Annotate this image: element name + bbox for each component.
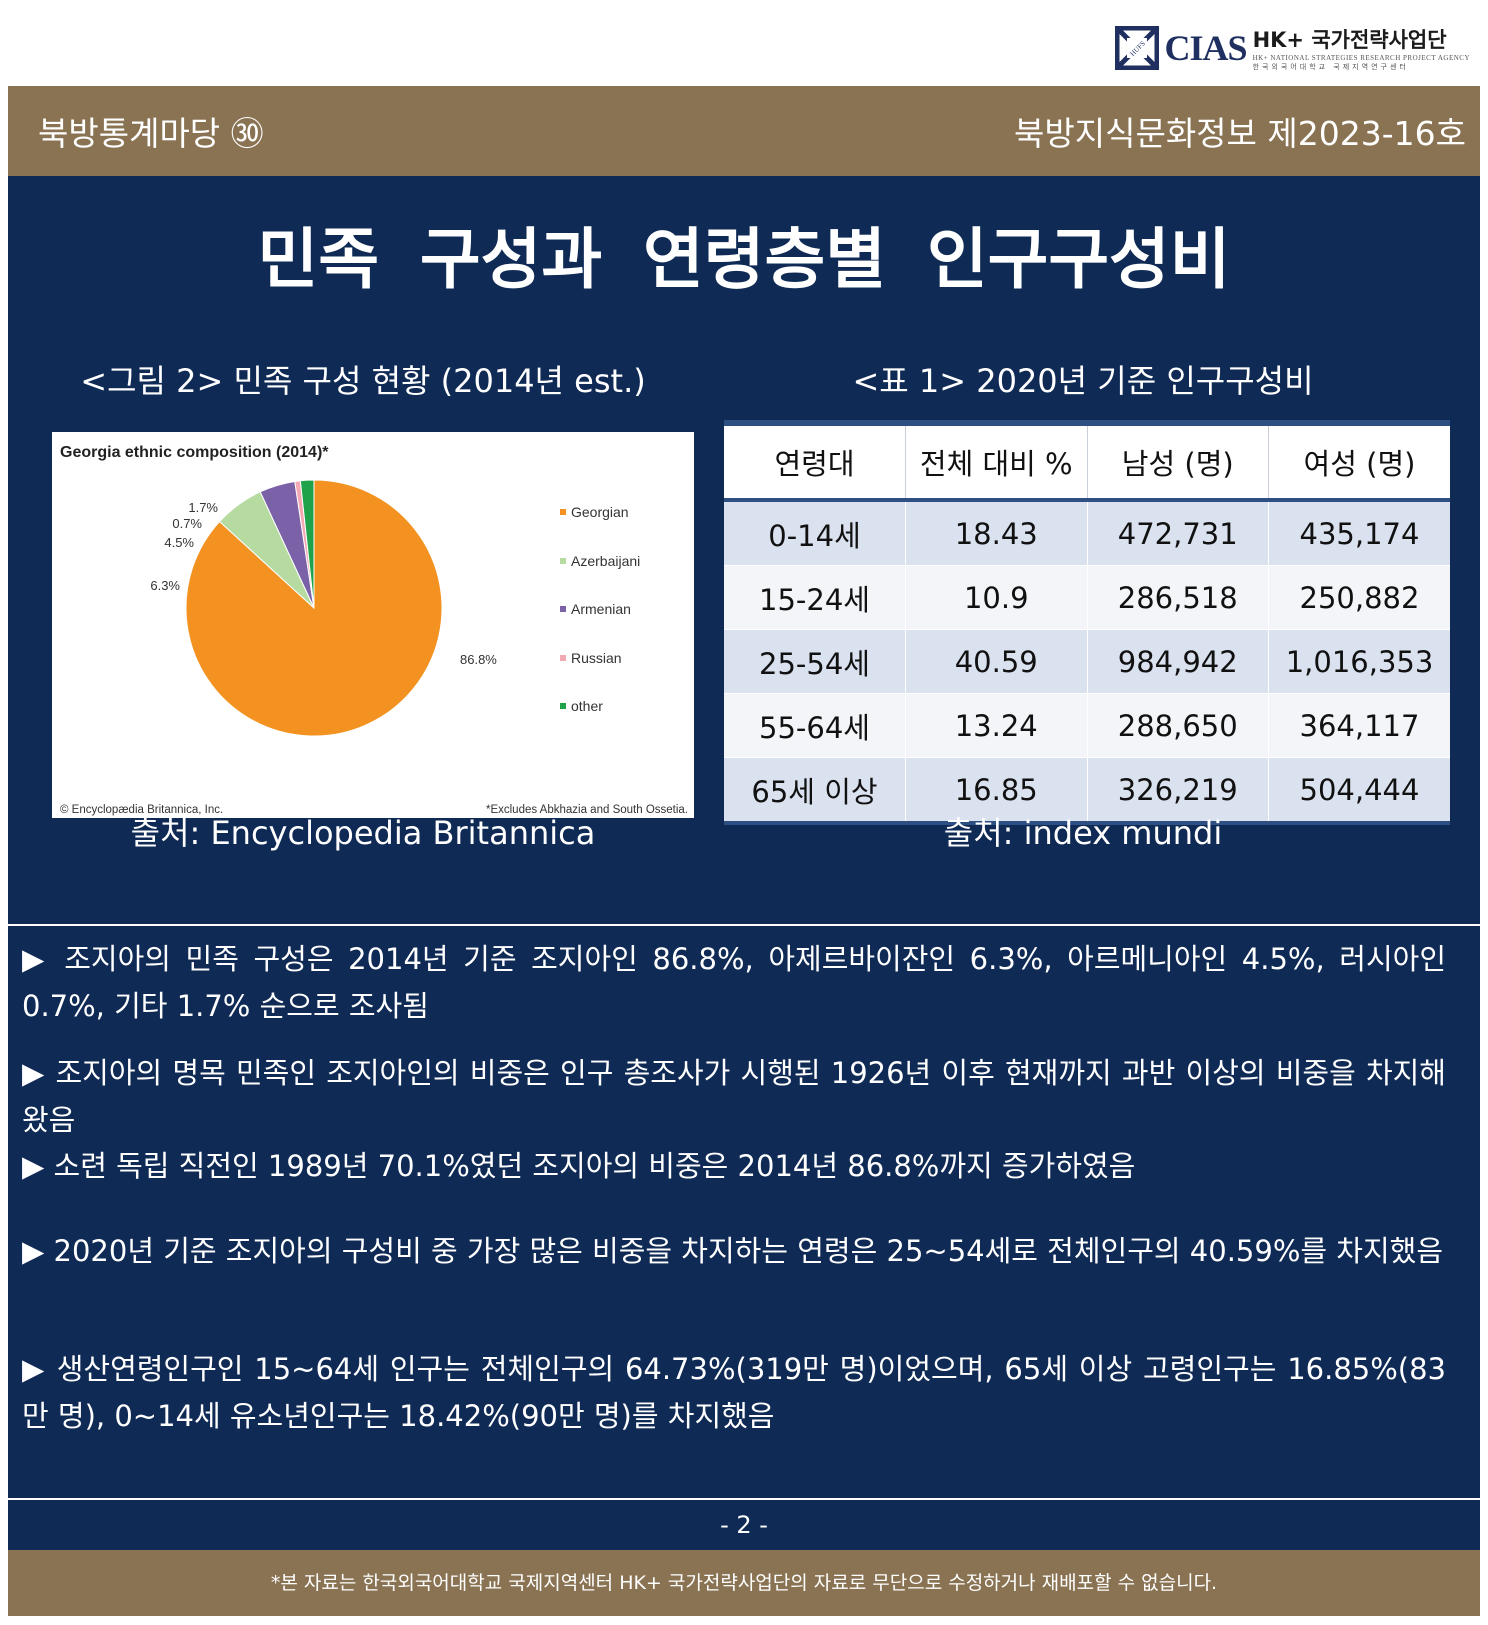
pie-slice-other — [299, 479, 315, 609]
table-cell: 286,518 — [1086, 565, 1269, 630]
pie-data-label: 1.7% — [188, 500, 218, 515]
pie-data-label: 4.5% — [164, 535, 194, 550]
cias-logo: HUFS CIAS HK+ 국가전략사업단 HK+ NATIONAL STRAT… — [1114, 22, 1470, 74]
page-number: - 2 - — [8, 1500, 1480, 1550]
summary-bullets: ▶ 조지아의 민족 구성은 2014년 기준 조지아인 86.8%, 아제르바이… — [8, 926, 1480, 1498]
legend-item: Georgian — [560, 504, 640, 553]
table-cell: 10.9 — [905, 565, 1087, 630]
table-cell: 0-14세 — [724, 500, 906, 566]
main-section: 민족 구성과 연령층별 인구구성비 <그림 2> 민족 구성 현황 (2014년… — [8, 176, 1480, 924]
table-source: 출처: index mundi — [943, 814, 1223, 852]
logo-name: CIAS — [1164, 28, 1248, 68]
bullet-item: ▶ 생산연령인구인 15~64세 인구는 전체인구의 64.73%(319만 명… — [22, 1352, 1446, 1433]
legend-item: Russian — [560, 650, 640, 699]
table-cell: 18.43 — [905, 500, 1087, 566]
legend-label: other — [571, 698, 603, 714]
table-cell: 472,731 — [1086, 500, 1269, 566]
bullet-item: ▶ 소련 독립 직전인 1989년 70.1%였던 조지아의 비중은 2014년… — [22, 1149, 1136, 1183]
pie-data-label: 86.8% — [460, 652, 497, 667]
table-cell: 326,219 — [1086, 757, 1269, 825]
table-cell: 16.85 — [905, 757, 1087, 825]
table-header-cell: 연령대 — [724, 420, 906, 502]
table-header-cell: 전체 대비 % — [905, 420, 1087, 502]
logo-sub-korean: 한국외국어대학교 국제지역연구센터 — [1252, 63, 1409, 71]
figure-source: 출처: Encyclopedia Britannica — [130, 814, 596, 852]
table-row: 0-14세 18.43 472,731 435,174 — [724, 500, 1450, 566]
table-cell: 40.59 — [905, 629, 1087, 694]
issue-label: 북방지식문화정보 제2023-16호 — [1014, 114, 1466, 153]
table-cell: 250,882 — [1268, 565, 1450, 630]
table-cell: 288,650 — [1086, 693, 1269, 758]
bullet-item: ▶ 2020년 기준 조지아의 구성비 중 가장 많은 비중을 차지하는 연령은… — [22, 1234, 1444, 1268]
table-row: 25-54세 40.59 984,942 1,016,353 — [724, 629, 1450, 694]
legend-swatch — [560, 509, 566, 515]
table-cell: 1,016,353 — [1268, 629, 1450, 694]
table-header-cell: 남성 (명) — [1086, 420, 1269, 502]
logo-sub-english: HK+ NATIONAL STRATEGIES RESEARCH PROJECT… — [1252, 54, 1470, 62]
chart-legend: Georgian Azerbaijani Armenian Russian other — [560, 504, 640, 747]
chart-credit: © Encyclopædia Britannica, Inc. — [60, 804, 224, 816]
table-cell: 364,117 — [1268, 693, 1450, 758]
pie-chart: 86.8% 6.3% 4.5% 0.7%1.7% — [150, 479, 497, 737]
logo-hk: HK+ 국가전략사업단 — [1252, 28, 1447, 52]
pie-data-label: 6.3% — [150, 578, 180, 593]
legend-label: Armenian — [571, 601, 631, 617]
table-cell: 55-64세 — [724, 693, 906, 758]
table-cell: 435,174 — [1268, 500, 1450, 566]
bullet-item: ▶ 조지아의 명목 민족인 조지아인의 비중은 인구 총조사가 시행된 1926… — [22, 1056, 1446, 1137]
pie-chart-figure: Georgia ethnic composition (2014)* 86.8%… — [52, 432, 694, 818]
legend-item: Azerbaijani — [560, 553, 640, 602]
table-cell: 13.24 — [905, 693, 1087, 758]
table-cell: 504,444 — [1268, 757, 1450, 825]
table-header-cell: 여성 (명) — [1268, 420, 1450, 502]
chart-title: Georgia ethnic composition (2014)* — [60, 444, 329, 461]
legend-swatch — [560, 654, 566, 661]
page-title: 민족 구성과 연령층별 인구구성비 — [257, 221, 1231, 298]
table-cell: 984,942 — [1086, 629, 1269, 694]
chart-footnote: *Excludes Abkhazia and South Ossetia. — [485, 804, 688, 816]
table-row: 65세 이상 16.85 326,219 504,444 — [724, 757, 1450, 825]
legend-label: Azerbaijani — [571, 552, 641, 569]
legend-label: Georgian — [571, 504, 629, 520]
table-cell: 25-54세 — [724, 629, 906, 694]
figure-caption: <그림 2> 민족 구성 현황 (2014년 est.) — [80, 362, 646, 400]
legend-item: Armenian — [560, 601, 640, 650]
table-row: 15-24세 10.9 286,518 250,882 — [724, 565, 1450, 630]
table-cell: 65세 이상 — [724, 757, 906, 825]
bullet-item: ▶ 조지아의 민족 구성은 2014년 기준 조지아인 86.8%, 아제르바이… — [22, 942, 1446, 1023]
legend-swatch — [560, 557, 566, 564]
table-row: 55-64세 13.24 288,650 364,117 — [724, 693, 1450, 758]
header-bar: 북방통계마당 ㉚ 북방지식문화정보 제2023-16호 — [8, 86, 1480, 176]
table-header-row: 연령대 전체 대비 % 남성 (명) 여성 (명) — [724, 420, 1450, 502]
table-caption: <표 1> 2020년 기준 인구구성비 — [852, 362, 1314, 400]
legend-swatch — [560, 606, 566, 612]
copyright-footer: *본 자료는 한국외국어대학교 국제지역센터 HK+ 국가전략사업단의 자료로 … — [8, 1550, 1480, 1616]
population-table: 연령대 전체 대비 % 남성 (명) 여성 (명) 0-14세 18.43 472,731… — [724, 420, 1450, 825]
legend-label: Russian — [571, 649, 622, 666]
legend-swatch — [560, 703, 566, 709]
table-cell: 15-24세 — [724, 565, 906, 630]
series-label: 북방통계마당 ㉚ — [38, 114, 264, 153]
legend-item: other — [560, 698, 640, 747]
pie-data-label: 0.7% — [172, 516, 202, 531]
cias-emblem-icon: HUFS — [1114, 26, 1159, 70]
